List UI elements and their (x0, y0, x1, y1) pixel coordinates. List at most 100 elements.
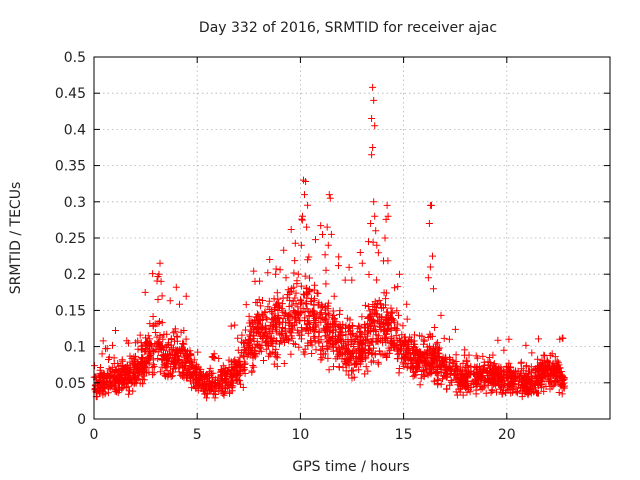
data-point (175, 368, 183, 376)
data-point (135, 372, 143, 380)
data-point (465, 386, 472, 394)
data-point (311, 317, 319, 324)
data-point (130, 361, 138, 369)
data-point (273, 300, 280, 308)
data-point (211, 380, 218, 388)
data-point (171, 364, 179, 372)
data-point (192, 383, 200, 391)
data-point (400, 362, 408, 370)
data-point (203, 371, 211, 379)
data-point (322, 266, 330, 274)
data-point (290, 269, 298, 277)
data-point (308, 297, 316, 305)
data-point (125, 390, 133, 398)
data-point (486, 354, 494, 361)
data-point (542, 383, 550, 390)
data-point (199, 381, 207, 389)
data-point (151, 329, 159, 336)
data-point (284, 336, 292, 344)
data-point (374, 360, 382, 368)
data-point (288, 324, 296, 332)
data-point (349, 330, 357, 338)
data-point (154, 340, 162, 347)
data-point (320, 350, 328, 358)
data-point (97, 372, 105, 380)
data-point (97, 364, 104, 371)
data-point (294, 329, 302, 337)
data-point (265, 324, 273, 332)
data-point (252, 343, 260, 351)
data-point (327, 230, 335, 238)
data-point (370, 198, 378, 206)
data-point (249, 320, 256, 328)
data-point (167, 373, 175, 381)
data-point (105, 356, 112, 363)
data-point (110, 354, 118, 362)
data-point (491, 373, 499, 381)
data-point (192, 361, 200, 369)
data-point (459, 359, 467, 367)
data-point (365, 271, 373, 278)
data-point (239, 352, 247, 360)
data-point (368, 151, 376, 159)
data-point (154, 348, 162, 356)
data-point (393, 355, 401, 363)
data-point (155, 338, 162, 346)
data-point (540, 351, 548, 359)
data-point (132, 352, 139, 360)
data-point (245, 312, 253, 320)
data-point (123, 337, 131, 345)
data-point (434, 339, 442, 347)
data-point (454, 381, 462, 389)
data-point (377, 304, 385, 312)
x-tick-label: 15 (395, 427, 413, 443)
data-point (521, 372, 529, 380)
data-point (382, 318, 390, 326)
data-point (494, 365, 502, 373)
data-point (429, 252, 436, 260)
data-point (394, 346, 401, 354)
data-point (509, 372, 517, 380)
data-point (438, 362, 446, 370)
data-point (435, 354, 443, 362)
data-point (144, 332, 152, 340)
data-point (303, 300, 310, 308)
data-point (103, 344, 111, 352)
data-point (306, 274, 313, 282)
data-point (421, 351, 429, 359)
data-point (446, 381, 454, 389)
data-point (504, 363, 512, 371)
data-point (442, 373, 450, 381)
data-point (303, 223, 311, 231)
data-point (164, 341, 172, 349)
data-point (317, 309, 325, 317)
data-point (109, 341, 116, 349)
data-point (203, 394, 211, 402)
data-point (348, 367, 355, 375)
data-point (371, 122, 379, 130)
data-point (322, 332, 330, 340)
data-point (307, 338, 315, 346)
data-point (161, 371, 169, 379)
data-point (420, 337, 428, 345)
data-point (530, 384, 538, 392)
data-point (276, 318, 284, 326)
data-point (177, 350, 185, 357)
data-point (310, 307, 318, 315)
data-point (181, 362, 189, 370)
data-point (335, 262, 342, 270)
data-point (424, 371, 432, 379)
data-point (345, 371, 353, 379)
data-point (102, 377, 110, 385)
data-point (348, 276, 356, 284)
data-point (479, 352, 487, 360)
data-point (287, 226, 295, 233)
data-point (341, 276, 349, 284)
data-point (201, 385, 209, 393)
data-point (509, 388, 517, 396)
data-point (403, 315, 411, 323)
data-point (248, 368, 256, 376)
data-point (440, 334, 448, 342)
data-point (439, 361, 447, 369)
data-point (210, 350, 218, 358)
